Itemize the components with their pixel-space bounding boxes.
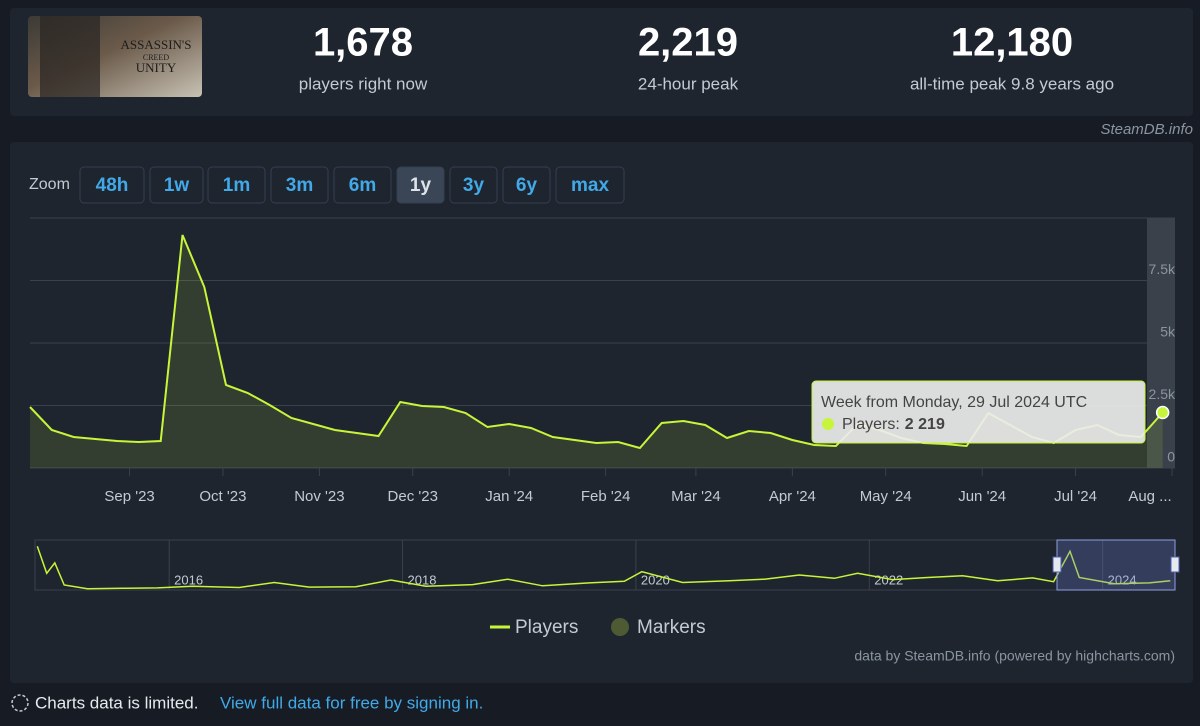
zoom-button[interactable] [207,166,266,204]
zoom-button[interactable] [502,166,551,204]
zoom-button-label[interactable]: 6y [516,175,538,196]
zoom-button[interactable] [79,166,145,204]
x-tick-label: Jan '24 [485,488,533,505]
x-tick-label: Sep '23 [104,488,154,505]
tooltip-title: Week from Monday, 29 Jul 2024 UTC [821,394,1087,411]
tooltip-symbol [822,418,834,430]
image-figure [40,16,100,97]
navigator-line [36,546,1171,590]
notice-icon [11,694,29,712]
logo-text: UNITY [136,60,177,75]
legend-symbol[interactable] [611,618,629,636]
x-tick-label: Mar '24 [671,488,721,505]
x-tick-label: Oct '23 [199,488,246,505]
zoom-button-label[interactable]: 3m [286,175,313,196]
legend-label[interactable]: Players [515,617,578,638]
zoom-button[interactable] [555,166,625,204]
zoom-button-label[interactable]: 1y [410,175,432,196]
tooltip-label: Players: 2 219 [842,416,945,433]
tooltip [811,380,1146,444]
signin-link[interactable]: View full data for free by signing in. [220,693,483,712]
notice: Charts data is limited. [35,693,198,712]
stat-label: players right now [299,74,428,93]
x-tick-label: Dec '23 [388,488,438,505]
x-tick-label: Jun '24 [958,488,1006,505]
x-tick-label: Apr '24 [769,488,816,505]
tooltip-series: Players: [842,416,900,433]
zoom-button[interactable] [333,166,392,204]
navigator-handle[interactable] [1170,556,1180,573]
navigator-handle[interactable] [1052,556,1062,573]
legend-label[interactable]: Markers [637,617,706,638]
zoom-button[interactable] [270,166,329,204]
zoom-label: Zoom [29,176,70,193]
stat-label: all-time peak 9.8 years ago [910,74,1114,93]
hover-point [1155,405,1170,420]
x-tick-label: Jul '24 [1054,488,1097,505]
zoom-button-label[interactable]: 6m [349,175,376,196]
y-tick-label: 7.5k [1149,261,1176,277]
zoom-button-label[interactable]: 1w [164,175,190,196]
credit: SteamDB.info [1100,121,1193,138]
stat-value: 2,219 [638,21,738,65]
x-tick-label: Nov '23 [294,488,344,505]
y-tick-label: 5k [1160,324,1176,340]
x-tick-label: May '24 [860,488,912,505]
chart-panel [10,142,1193,683]
source: data by SteamDB.info (powered by highcha… [854,648,1175,664]
zoom-button[interactable] [449,166,498,204]
navigator-label: 2020 [641,572,670,587]
navigator-label: 2016 [174,572,203,587]
zoom-button-label[interactable]: 1m [223,175,250,196]
navigator-window[interactable] [1056,539,1176,591]
logo-text: CREED [143,53,169,62]
tooltip-value: 2 219 [905,416,945,433]
stats-panel [10,8,1193,116]
stat-value: 12,180 [951,21,1073,65]
logo-text: ASSASSIN'S [121,37,192,52]
stat-value: 1,678 [313,21,413,65]
y-tick-label: 2.5k [1149,386,1176,402]
stat-label: 24-hour peak [638,74,739,93]
area [30,235,1163,468]
x-tick-label: Aug ... [1128,488,1171,505]
navigator-label: 2022 [874,572,903,587]
zoom-button[interactable] [149,166,204,204]
zoom-button-label[interactable]: 3y [463,175,485,196]
zoom-button-label[interactable]: max [571,175,609,196]
y-tick-label: 0 [1167,449,1175,465]
zoom-button-label[interactable]: 48h [96,175,129,196]
x-tick-label: Feb '24 [581,488,631,505]
zoom-button[interactable] [396,166,445,204]
